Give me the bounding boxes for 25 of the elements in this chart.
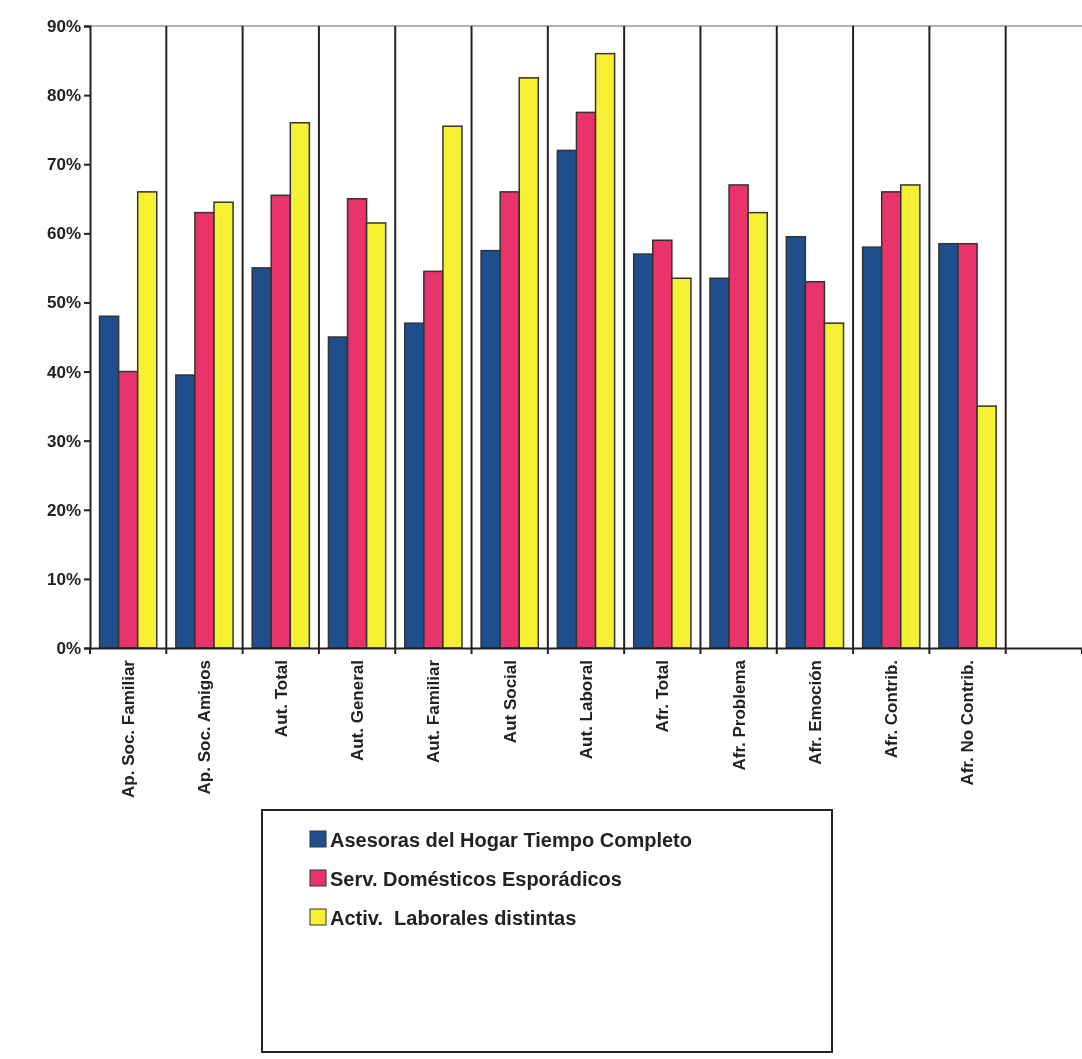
- legend-label: Serv. Domésticos Esporádicos: [330, 868, 622, 890]
- x-tick-label: Ap. Soc. Familiar: [119, 659, 139, 798]
- x-tick-label: Aut. Total: [271, 660, 291, 738]
- x-tick-label: Aut. Laboral: [576, 660, 596, 760]
- x-tick-label: Aut Social: [500, 660, 520, 744]
- y-tick-label: 60%: [46, 224, 81, 244]
- x-tick-label: Aut. Familiar: [424, 659, 444, 763]
- y-tick-label: 0%: [56, 638, 81, 658]
- legend-label: Activ. Laborales distintas: [330, 907, 577, 929]
- x-tick-label: Afr. Contrib.: [882, 660, 902, 759]
- x-tick-label: Aut. General: [348, 660, 368, 762]
- x-tick-label: Afr. Problema: [729, 659, 749, 771]
- y-tick-label: 10%: [46, 569, 81, 589]
- x-tick-label: Ap. Soc. Amigos: [195, 660, 215, 795]
- x-tick-label: Afr. Total: [653, 660, 673, 733]
- y-tick-label: 40%: [46, 362, 81, 382]
- legend-label: Asesoras del Hogar Tiempo Completo: [330, 829, 692, 851]
- y-tick-label: 80%: [46, 86, 81, 106]
- y-tick-label: 30%: [46, 431, 81, 451]
- y-tick-label: 90%: [46, 16, 81, 36]
- y-tick-label: 50%: [46, 293, 81, 313]
- x-tick-label: Afr. Emoción: [805, 660, 825, 765]
- y-tick-label: 20%: [46, 500, 81, 520]
- y-tick-label: 70%: [46, 155, 81, 175]
- x-tick-label: Afr. No Contrib.: [958, 660, 978, 786]
